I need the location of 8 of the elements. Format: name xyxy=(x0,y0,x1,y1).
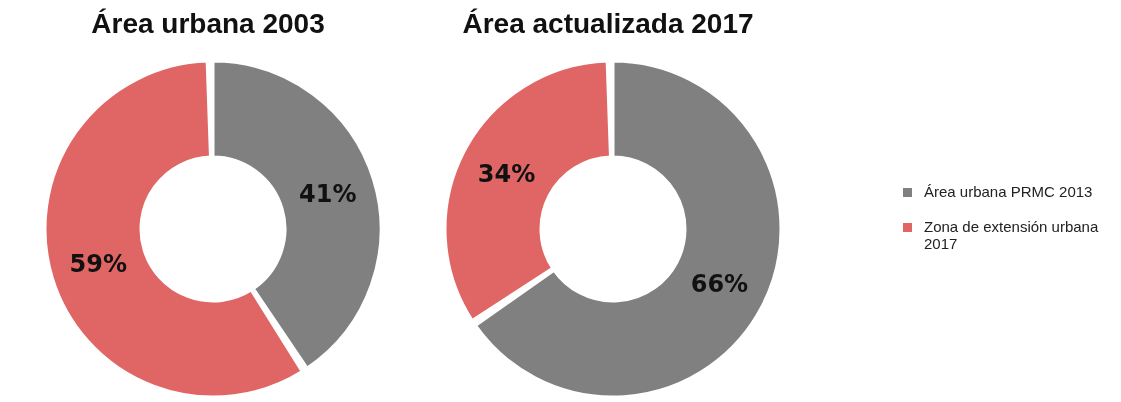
data-label: 34% xyxy=(477,159,536,188)
chart-title: Área actualizada 2017 xyxy=(461,8,755,41)
chart-title: Área urbana 2003 xyxy=(90,8,326,41)
legend-label: Área urbana PRMC 2013 xyxy=(924,182,1093,200)
data-label: 66% xyxy=(690,270,749,299)
data-label: 41% xyxy=(299,179,357,208)
data-label: 59% xyxy=(69,250,127,279)
legend-label: Zona de extensión urbana 2017 xyxy=(924,217,1100,252)
